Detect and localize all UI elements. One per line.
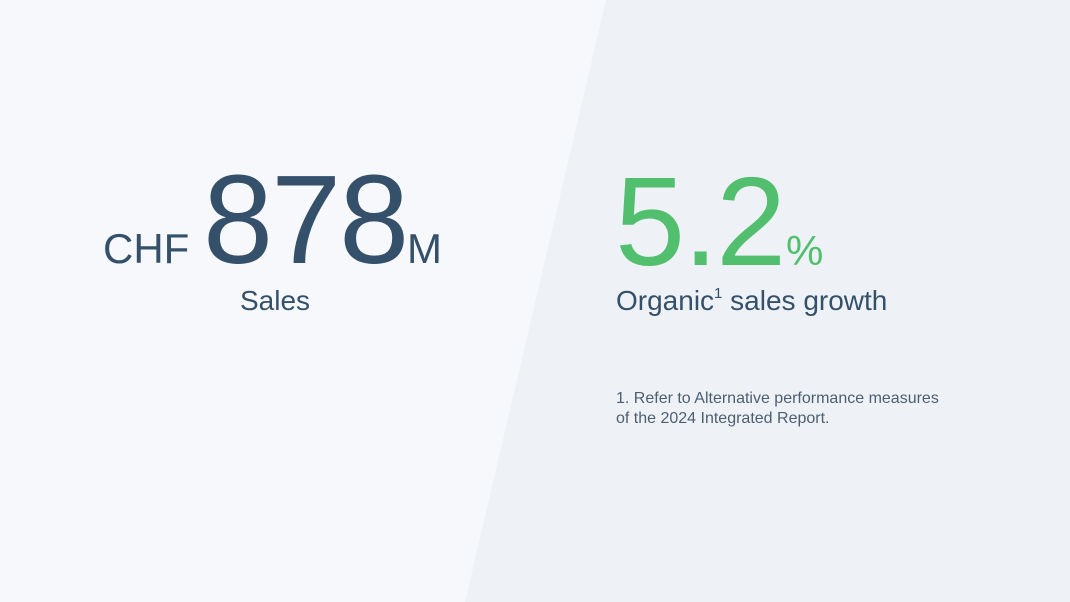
footnote-line: of the 2024 Integrated Report. <box>616 410 829 427</box>
kpi-growth-figure: 5.2 % <box>615 151 823 292</box>
background-panel <box>465 0 1070 602</box>
footnote-ref: 1 <box>714 285 722 302</box>
label-text: sales growth <box>722 285 887 316</box>
currency: CHF <box>103 225 189 272</box>
footnote-line: 1. Refer to Alternative performance meas… <box>616 390 939 407</box>
kpi-value: 878 <box>203 149 407 290</box>
kpi-label: Organic1 sales growth <box>616 285 887 316</box>
kpi-value: 5.2 <box>615 151 784 292</box>
kpi-label: Sales <box>240 285 310 316</box>
unit: % <box>786 227 823 274</box>
kpi-sales-figure: CHF 878 M <box>103 149 442 290</box>
label-text: Organic <box>616 285 714 316</box>
unit: M <box>407 225 442 272</box>
